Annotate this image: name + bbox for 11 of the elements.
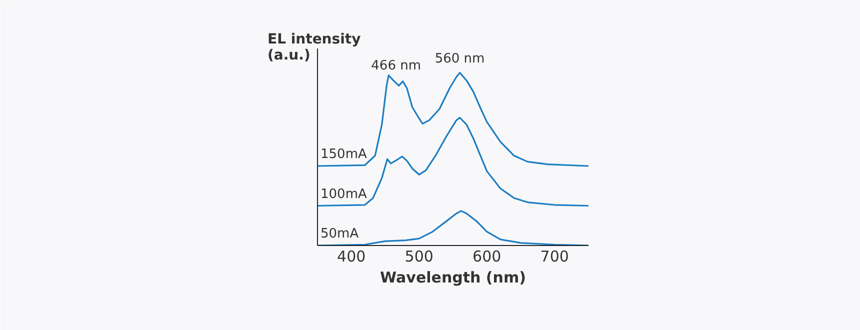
- annotation: 560 nm: [434, 52, 485, 67]
- annotation: 466 nm: [371, 58, 422, 74]
- series-label: 100mA: [320, 186, 367, 202]
- y-axis-title: EL intensity (a.u.): [268, 32, 361, 64]
- x-tick-label: 500: [404, 248, 434, 266]
- x-tick-label: 600: [472, 248, 502, 266]
- x-tick-label: 400: [337, 248, 366, 266]
- x-tick-label: 700: [540, 248, 569, 266]
- series-label: 50mA: [320, 226, 359, 242]
- x-axis-title: Wavelength (nm): [380, 268, 526, 286]
- series-label: 150mA: [320, 147, 367, 162]
